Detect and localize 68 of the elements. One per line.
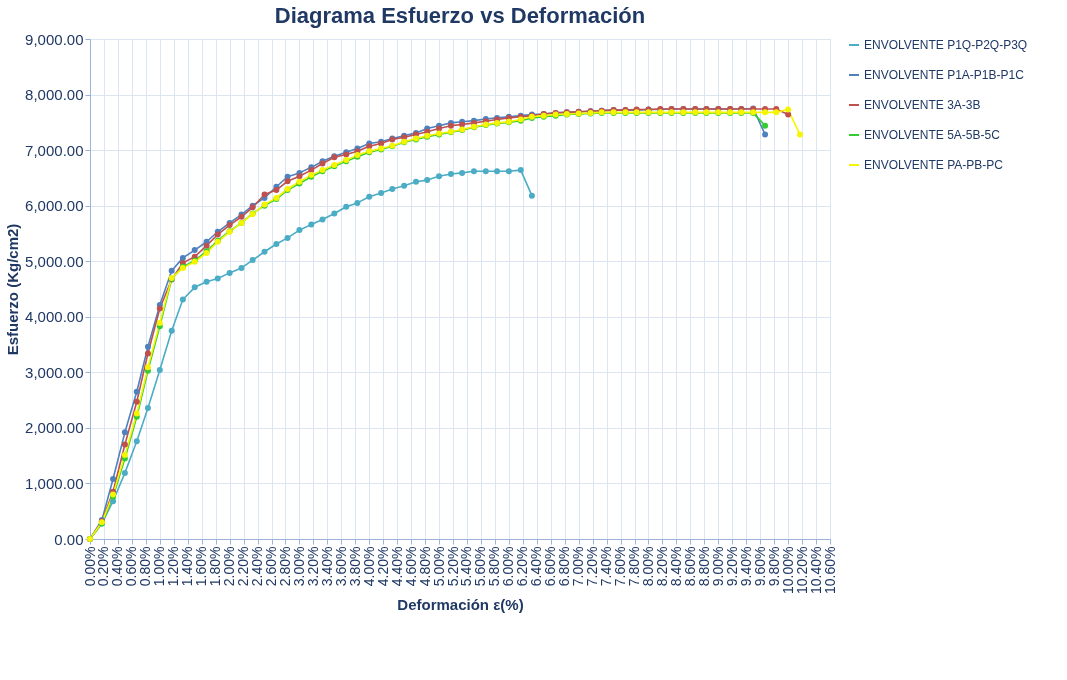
x-tick-label: 1.20% bbox=[165, 546, 182, 587]
x-tick-label: 3.60% bbox=[332, 546, 349, 587]
x-tick-label: 6.00% bbox=[500, 546, 517, 587]
x-tick-label: 2.20% bbox=[235, 546, 252, 587]
x-tick-label: 0.20% bbox=[95, 546, 112, 587]
x-tick-label: 0.40% bbox=[109, 546, 126, 587]
x-tick-label: 5.40% bbox=[458, 546, 475, 587]
x-tick-label: 3.00% bbox=[290, 546, 307, 587]
x-tick-label: 5.20% bbox=[444, 546, 461, 587]
x-tick-label: 9.20% bbox=[723, 546, 740, 587]
y-tick-label: 0.00 bbox=[54, 530, 84, 548]
x-tick-label: 7.60% bbox=[612, 546, 629, 587]
x-tick-label: 9.40% bbox=[737, 546, 754, 587]
x-tick-label: 3.80% bbox=[346, 546, 363, 587]
x-tick-label: 7.40% bbox=[598, 546, 615, 587]
x-tick-label: 0.60% bbox=[123, 546, 140, 587]
x-tick-label: 5.00% bbox=[430, 546, 447, 587]
legend-label: ENVOLVENTE P1Q-P2Q-P3Q bbox=[864, 38, 1028, 52]
chart-title: Diagrama Esfuerzo vs Deformación bbox=[274, 3, 646, 28]
x-tick-label: 8.20% bbox=[653, 546, 670, 587]
y-tick-label: 2,000.00 bbox=[25, 419, 84, 437]
x-tick-label: 1.40% bbox=[179, 546, 196, 587]
x-tick-label: 1.00% bbox=[151, 546, 168, 587]
y-axis-title: Esfuerzo (Kg/cm2) bbox=[4, 223, 22, 356]
legend-label: ENVOLVENTE 5A-5B-5C bbox=[864, 128, 1001, 142]
x-tick-label: 10.40% bbox=[807, 546, 824, 594]
legend-label: ENVOLVENTE 3A-3B bbox=[864, 98, 981, 112]
x-tick-label: 5.80% bbox=[486, 546, 503, 587]
y-tick-label: 5,000.00 bbox=[25, 252, 84, 270]
x-tick-label: 2.40% bbox=[249, 546, 266, 587]
x-tick-label: 6.80% bbox=[556, 546, 573, 587]
x-tick-label: 2.00% bbox=[221, 546, 238, 587]
x-tick-label: 3.20% bbox=[304, 546, 321, 587]
x-tick-label: 6.40% bbox=[528, 546, 545, 587]
x-tick-label: 3.40% bbox=[318, 546, 335, 587]
x-tick-label: 5.60% bbox=[472, 546, 489, 587]
y-tick-label: 8,000.00 bbox=[25, 86, 84, 104]
x-tick-label: 7.20% bbox=[584, 546, 601, 587]
y-tick-label: 3,000.00 bbox=[25, 363, 84, 381]
y-tick-label: 7,000.00 bbox=[25, 141, 84, 159]
x-tick-label: 7.00% bbox=[570, 546, 587, 587]
legend-label: ENVOLVENTE PA-PB-PC bbox=[864, 158, 1004, 172]
y-tick-label: 1,000.00 bbox=[25, 474, 84, 492]
legend-label: ENVOLVENTE P1A-P1B-P1C bbox=[864, 68, 1025, 82]
x-tick-label: 1.60% bbox=[193, 546, 210, 587]
x-tick-label: 10.00% bbox=[779, 546, 796, 594]
x-tick-label: 9.60% bbox=[751, 546, 768, 587]
x-tick-label: 9.80% bbox=[765, 546, 782, 587]
x-tick-label: 6.60% bbox=[542, 546, 559, 587]
x-tick-label: 1.80% bbox=[207, 546, 224, 587]
x-tick-label: 0.00% bbox=[81, 546, 98, 587]
x-tick-label: 6.20% bbox=[514, 546, 531, 587]
y-tick-label: 4,000.00 bbox=[25, 308, 84, 326]
x-tick-label: 8.40% bbox=[667, 546, 684, 587]
x-tick-label: 4.40% bbox=[388, 546, 405, 587]
x-tick-label: 4.20% bbox=[374, 546, 391, 587]
x-tick-label: 4.60% bbox=[402, 546, 419, 587]
x-tick-label: 9.00% bbox=[709, 546, 726, 587]
x-axis-title: Deformación ε(%) bbox=[397, 595, 524, 613]
x-tick-label: 10.60% bbox=[821, 546, 838, 594]
y-tick-label: 6,000.00 bbox=[25, 197, 84, 215]
x-tick-label: 0.80% bbox=[137, 546, 154, 587]
x-tick-label: 4.80% bbox=[416, 546, 433, 587]
x-tick-label: 8.60% bbox=[681, 546, 698, 587]
x-tick-label: 8.80% bbox=[695, 546, 712, 587]
x-tick-label: 10.20% bbox=[793, 546, 810, 594]
x-tick-label: 4.00% bbox=[360, 546, 377, 587]
y-tick-label: 9,000.00 bbox=[25, 30, 84, 48]
